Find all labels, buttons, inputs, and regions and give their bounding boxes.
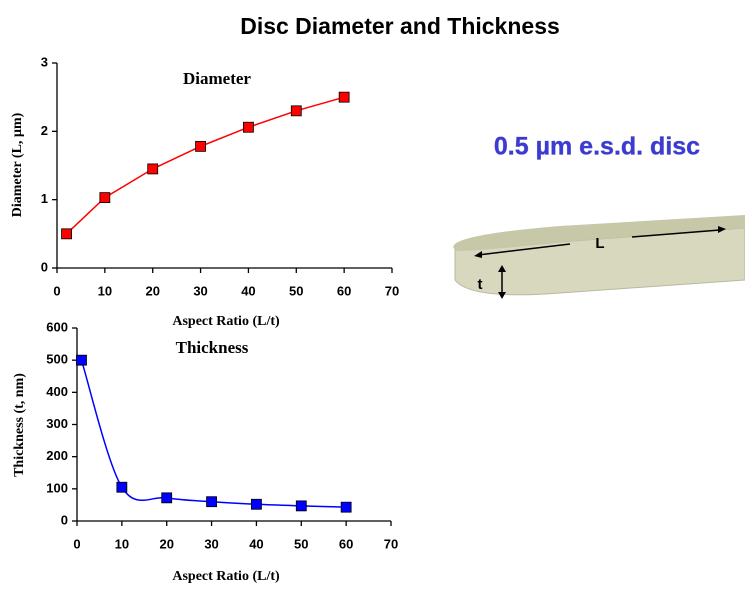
x-tick-label: 30 — [204, 536, 218, 551]
x-tick-label: 10 — [115, 536, 129, 551]
marker — [61, 228, 72, 240]
x-axis-label: Aspect Ratio (L/t) — [172, 569, 280, 584]
marker — [195, 140, 206, 152]
length-label: L — [595, 235, 604, 252]
y-tick-label: 500 — [46, 352, 68, 367]
marker — [147, 163, 159, 175]
series-line — [66, 96, 345, 235]
y-tick-label: 400 — [46, 384, 68, 399]
marker — [295, 500, 307, 512]
marker — [243, 121, 254, 133]
y-tick-label: 300 — [46, 416, 68, 431]
marker — [251, 498, 262, 510]
x-tick-label: 20 — [159, 536, 173, 551]
y-tick-label: 600 — [46, 319, 68, 334]
y-tick-label: 1 — [41, 191, 48, 206]
y-axis-label: Thickness (t, nm) — [12, 373, 27, 477]
marker — [340, 501, 352, 513]
marker — [206, 496, 217, 508]
disc-diagram: L t — [453, 215, 745, 299]
y-tick-label: 0 — [61, 512, 68, 527]
x-tick-label: 50 — [294, 536, 308, 551]
x-tick-label: 0 — [53, 283, 60, 298]
y-tick-label: 3 — [41, 54, 48, 69]
x-tick-label: 30 — [193, 283, 207, 298]
y-tick-label: 2 — [41, 123, 48, 138]
x-tick-label: 40 — [249, 536, 263, 551]
x-tick-label: 60 — [339, 536, 353, 551]
arrowhead — [498, 265, 506, 272]
thickness-label: t — [478, 276, 483, 293]
x-tick-label: 20 — [145, 283, 159, 298]
arrowhead — [718, 226, 726, 233]
x-tick-label: 70 — [384, 536, 398, 551]
arrow — [477, 243, 571, 256]
disc-top — [453, 215, 745, 251]
chart-title: Diameter — [183, 69, 251, 88]
y-axis-label: Diameter (L, µm) — [10, 112, 25, 217]
marker — [116, 481, 128, 493]
x-axis-label: Aspect Ratio (L/t) — [172, 314, 280, 329]
marker — [290, 105, 302, 117]
x-tick-label: 60 — [337, 283, 351, 298]
x-tick-label: 40 — [241, 283, 255, 298]
marker — [338, 91, 350, 103]
marker — [99, 192, 111, 204]
disc-label: 0.5 µm e.s.d. disc — [494, 133, 700, 161]
y-tick-label: 0 — [41, 259, 48, 274]
marker — [161, 492, 173, 504]
chart-title: Thickness — [176, 338, 249, 357]
x-tick-label: 10 — [98, 283, 112, 298]
y-tick-label: 200 — [46, 448, 68, 463]
x-tick-label: 50 — [289, 283, 303, 298]
arrowhead — [498, 292, 506, 299]
x-tick-label: 0 — [73, 536, 80, 551]
arrowhead — [474, 251, 482, 258]
marker — [76, 354, 87, 366]
slide-title: Disc Diameter and Thickness — [240, 13, 560, 39]
y-tick-label: 100 — [46, 480, 68, 495]
arrow — [631, 229, 721, 238]
x-tick-label: 70 — [385, 283, 399, 298]
